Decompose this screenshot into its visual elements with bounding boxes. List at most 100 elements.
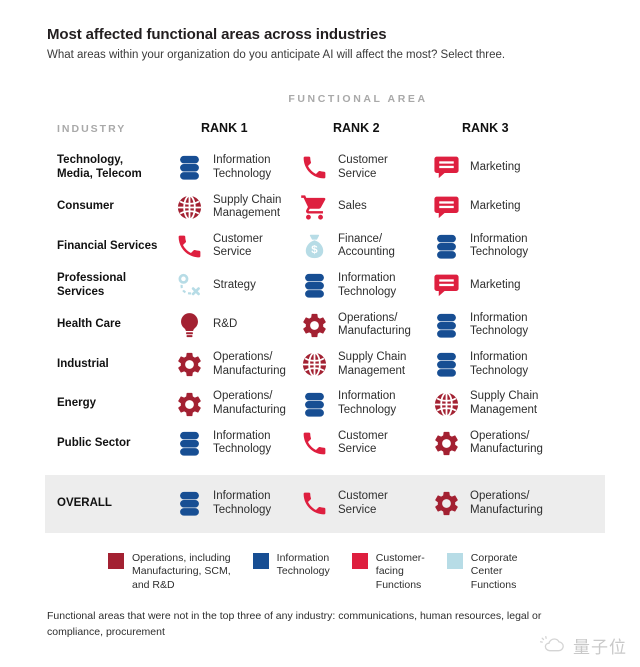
table-header-row: INDUSTRY RANK 1 RANK 2 RANK 3	[57, 121, 605, 135]
legend-label: Information Technology	[276, 551, 330, 578]
industry-label: Technology, Media, Telecom	[57, 153, 142, 180]
database-icon	[175, 489, 204, 518]
rank-cell: Operations/ Manufacturing	[300, 311, 432, 340]
legend-item: Corporate Center Functions	[446, 551, 518, 593]
cell-label: Customer Service	[338, 429, 388, 456]
table-header-group: FUNCTIONAL AREA	[57, 93, 605, 121]
database-icon	[432, 350, 461, 379]
rank-cell: R&D	[175, 311, 300, 340]
cell-label: Information Technology	[213, 490, 272, 516]
cell-label: Customer Service	[338, 490, 388, 516]
database-icon	[300, 390, 329, 419]
functional-area-header: FUNCTIONAL AREA	[288, 93, 428, 105]
cell-label: Information Technology	[470, 232, 529, 259]
cell-label: Customer Service	[213, 232, 263, 259]
legend-item: Information Technology	[252, 551, 330, 593]
page-title: Most affected functional areas across in…	[47, 26, 387, 43]
rank-cell: Information Technology	[300, 390, 432, 419]
cell-label: Customer Service	[338, 154, 388, 180]
rank-cell: Marketing	[432, 271, 605, 300]
globe-icon	[175, 193, 204, 222]
cell-label: R&D	[213, 318, 238, 331]
database-icon	[175, 153, 204, 182]
rank-cell: Information Technology	[432, 311, 605, 340]
cell-label: Marketing	[470, 279, 521, 292]
gear-icon	[432, 429, 461, 458]
industry-label: Public Sector	[57, 436, 131, 449]
legend-swatch-customer-facing	[351, 552, 368, 569]
rank2-header: RANK 2	[333, 121, 380, 135]
industry-label: Energy	[57, 397, 96, 410]
speech-bubble-icon	[432, 193, 461, 222]
cell-label: Information Technology	[470, 311, 529, 338]
rank-cell: Information Technology	[432, 350, 605, 379]
rank1-header: RANK 1	[201, 121, 248, 135]
cell-label: Marketing	[470, 200, 521, 213]
survey-question: What areas within your organization do y…	[47, 49, 506, 61]
rank-cell: Strategy	[175, 271, 300, 300]
rank-cell: Information Technology	[300, 271, 432, 300]
overall-band: OVERALL Information Technology Customer …	[45, 475, 605, 533]
gear-icon	[175, 390, 204, 419]
legend: Operations, including Manufacturing, SCM…	[108, 552, 610, 593]
rank-cell: Supply Chain Management	[432, 390, 605, 419]
legend-label: Customer- facing Functions	[375, 551, 425, 591]
database-icon	[432, 311, 461, 340]
cell-label: Finance/ Accounting	[338, 232, 395, 259]
cell-label: Operations/ Manufacturing	[213, 390, 286, 417]
phone-icon	[300, 429, 329, 458]
database-icon	[432, 232, 461, 261]
industry-label: Consumer	[57, 200, 114, 213]
cell-label: Operations/ Manufacturing	[338, 311, 411, 338]
table-row: Public Sector Information Technology Cus…	[57, 424, 605, 463]
bulb-icon	[175, 311, 204, 340]
gear-icon	[432, 489, 461, 518]
phone-icon	[175, 232, 204, 261]
cell-label: Sales	[338, 200, 367, 213]
legend-label: Corporate Center Functions	[470, 551, 518, 591]
rank-cell: Information Technology	[175, 489, 300, 518]
rank-cell: Information Technology	[432, 232, 605, 261]
gear-icon	[175, 350, 204, 379]
database-icon	[300, 271, 329, 300]
legend-swatch-information-technology	[252, 552, 269, 569]
cell-label: Information Technology	[213, 429, 272, 456]
rank-cell: Operations/ Manufacturing	[432, 429, 605, 458]
rank-cell: Customer Service	[300, 489, 432, 518]
cell-label: Supply Chain Management	[338, 351, 407, 377]
cart-icon	[300, 193, 329, 222]
table-row: Technology, Media, Telecom Information T…	[57, 148, 605, 187]
industry-label: Professional Services	[57, 272, 127, 298]
cell-label: Operations/ Manufacturing	[470, 429, 543, 456]
money-bag-icon: $	[300, 232, 329, 261]
infographic: Most affected functional areas across in…	[45, 26, 610, 638]
industry-label: OVERALL	[57, 496, 112, 509]
legend-label: Operations, including Manufacturing, SCM…	[132, 551, 231, 591]
rank-cell: Supply Chain Management	[175, 193, 300, 222]
cell-label: Information Technology	[338, 390, 397, 417]
industry-header: INDUSTRY	[57, 123, 127, 135]
speech-bubble-icon	[432, 153, 461, 182]
svg-text:$: $	[311, 244, 318, 256]
rank3-header: RANK 3	[462, 121, 509, 135]
cell-label: Information Technology	[338, 272, 397, 298]
cell-label: Operations/ Manufacturing	[470, 490, 543, 516]
rank-cell: Supply Chain Management	[300, 350, 432, 379]
phone-icon	[300, 153, 329, 182]
database-icon	[175, 429, 204, 458]
industry-label: Health Care	[57, 318, 121, 331]
table-row: Consumer Supply Chain Management Sales M…	[57, 187, 605, 226]
rank-cell: Customer Service	[300, 153, 432, 182]
rank-cell: Customer Service	[175, 232, 300, 261]
strategy-icon	[175, 271, 204, 300]
industry-label: Financial Services	[57, 239, 158, 252]
rank-cell: Marketing	[432, 153, 605, 182]
rank-cell: Operations/ Manufacturing	[432, 489, 605, 518]
table-row: Professional Services Strategy Informati…	[57, 266, 605, 305]
rank-cell: Customer Service	[300, 429, 432, 458]
cell-label: Supply Chain Management	[213, 193, 282, 220]
rank-cell: Marketing	[432, 193, 605, 222]
table-row: Energy Operations/ Manufacturing Informa…	[57, 384, 605, 423]
table-row: Financial Services Customer Service $ Fi…	[57, 227, 605, 266]
legend-item: Operations, including Manufacturing, SCM…	[108, 552, 231, 593]
